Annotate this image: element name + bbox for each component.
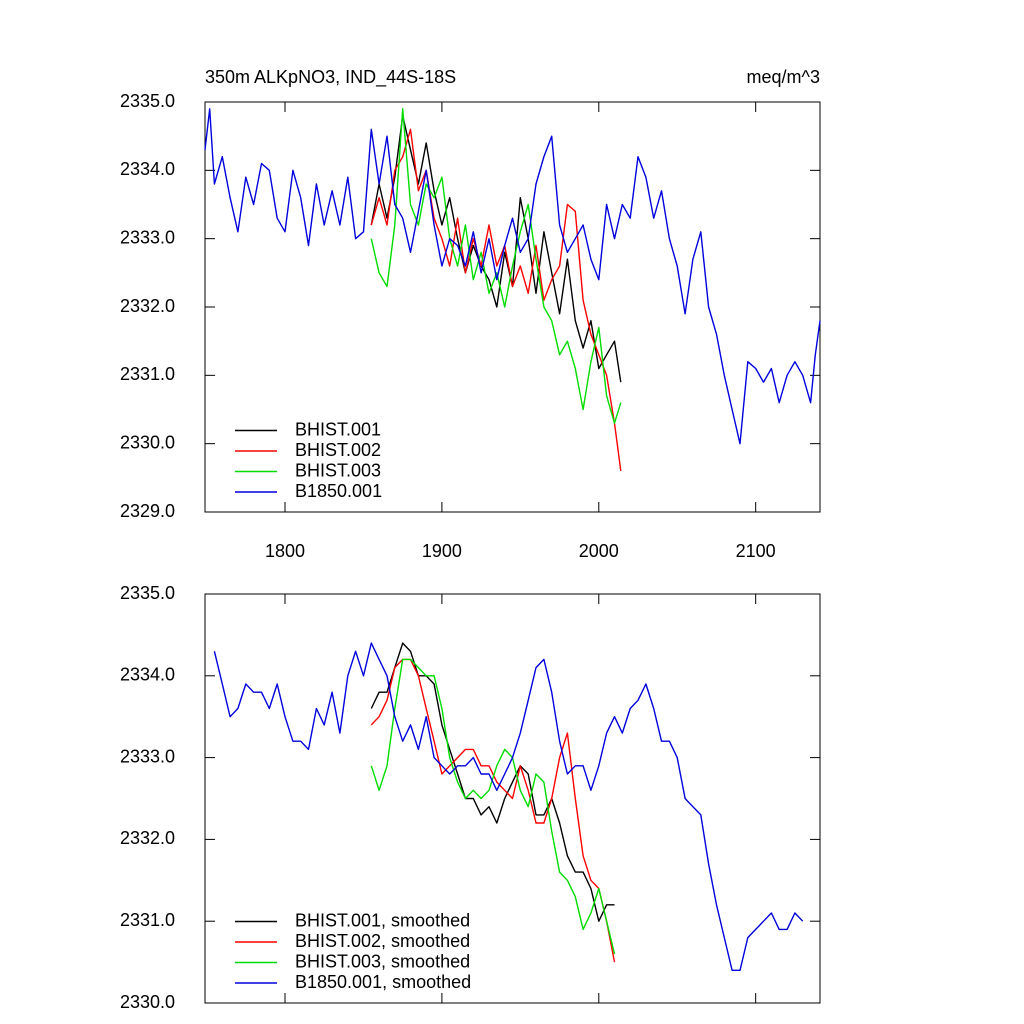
y-tick-label: 2331.0 xyxy=(120,364,175,384)
plot-frame xyxy=(204,593,821,1004)
series-line xyxy=(204,108,821,445)
y-tick-label: 2334.0 xyxy=(120,665,175,685)
y-tick-label: 2333.0 xyxy=(120,227,175,247)
legend-label: B1850.001, smoothed xyxy=(295,972,471,992)
series-line xyxy=(213,642,804,971)
y-tick-label: 2331.0 xyxy=(120,910,175,930)
y-tick-label: 2335.0 xyxy=(120,583,175,603)
chart-title: 350m ALKpNO3, IND_44S-18S xyxy=(205,67,456,88)
x-tick-label: 2100 xyxy=(736,541,776,561)
legend-label: BHIST.001 xyxy=(295,419,381,439)
legend-label: BHIST.001, smoothed xyxy=(295,910,470,930)
y-tick-label: 2334.0 xyxy=(120,159,175,179)
y-tick-label: 2332.0 xyxy=(120,296,175,316)
series-line xyxy=(370,128,622,472)
y-tick-label: 2330.0 xyxy=(120,992,175,1012)
legend-label: BHIST.003, smoothed xyxy=(295,951,470,971)
series-line xyxy=(370,658,616,963)
y-tick-label: 2333.0 xyxy=(120,746,175,766)
legend-label: BHIST.002, smoothed xyxy=(295,931,470,951)
series-line xyxy=(370,115,622,383)
x-tick-label: 1800 xyxy=(265,541,305,561)
series-line xyxy=(370,658,616,955)
legend-label: BHIST.002 xyxy=(295,440,381,460)
x-tick-label: 2000 xyxy=(579,541,619,561)
y-tick-label: 2335.0 xyxy=(120,91,175,111)
legend-label: B1850.001 xyxy=(295,481,382,501)
series-line xyxy=(370,642,615,922)
legend-label: BHIST.003 xyxy=(295,460,381,480)
y-tick-label: 2329.0 xyxy=(120,501,175,521)
y-tick-label: 2332.0 xyxy=(120,828,175,848)
x-tick-label: 1900 xyxy=(422,541,462,561)
y-tick-label: 2330.0 xyxy=(120,432,175,452)
units-label: meq/m^3 xyxy=(747,67,820,87)
series-line xyxy=(370,108,622,424)
